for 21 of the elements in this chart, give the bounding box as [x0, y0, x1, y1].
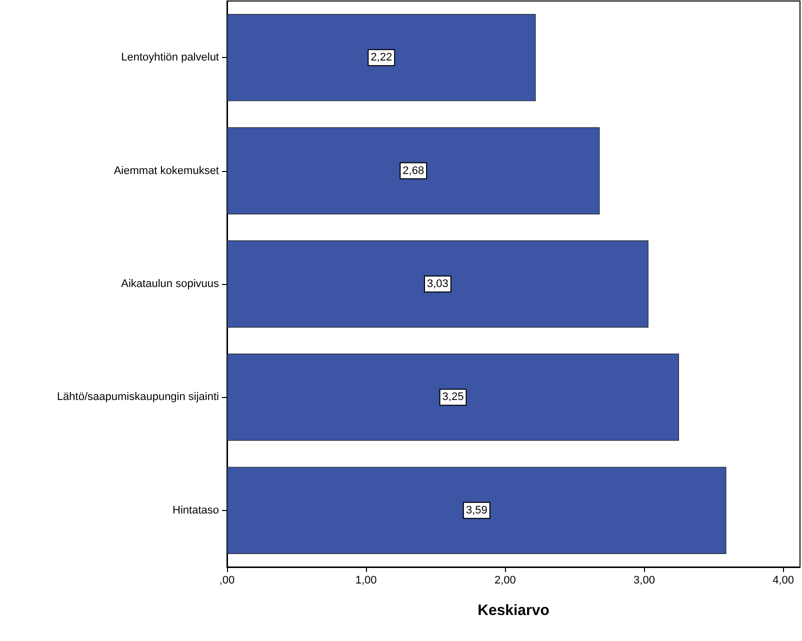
bar — [227, 354, 679, 441]
y-tick-label: Lähtö/saapumiskaupungin sijainti — [56, 391, 219, 404]
y-tick-label: Aikataulun sopivuus — [121, 278, 220, 290]
bar — [227, 127, 600, 214]
x-tick-label: 2,00 — [494, 574, 516, 586]
data-label: 3,03 — [426, 278, 448, 290]
x-tick-label: 4,00 — [772, 574, 794, 586]
y-tick-label: Hintataso — [172, 504, 219, 516]
x-axis-title: Keskiarvo — [478, 602, 550, 619]
bar — [227, 240, 648, 328]
data-label: 2,68 — [402, 164, 424, 177]
x-tick-label: 1,00 — [355, 574, 377, 586]
data-label: 3,59 — [466, 504, 488, 516]
x-tick-label: ,00 — [219, 574, 235, 586]
y-tick-label: Lentoyhtiön palvelut — [121, 52, 219, 64]
x-tick-label: 3,00 — [634, 574, 655, 586]
bar — [227, 14, 536, 102]
data-label: 2,22 — [370, 52, 392, 64]
bar — [227, 466, 726, 554]
y-tick-label: Aiemmat kokemukset — [114, 164, 219, 177]
data-label: 3,25 — [442, 391, 464, 404]
